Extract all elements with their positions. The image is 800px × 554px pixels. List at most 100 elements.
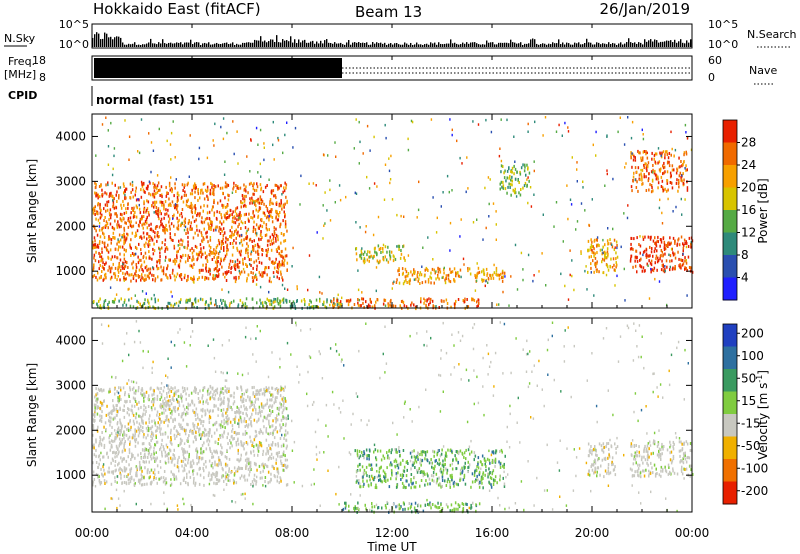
range-cell bbox=[675, 171, 678, 175]
range-cell bbox=[596, 238, 598, 242]
range-cell bbox=[112, 300, 114, 304]
range-cell bbox=[166, 228, 169, 232]
range-cell bbox=[154, 203, 156, 207]
range-cell bbox=[118, 386, 120, 390]
range-cell bbox=[220, 213, 222, 217]
range-cell bbox=[354, 191, 356, 195]
range-cell bbox=[674, 265, 676, 268]
range-cell bbox=[206, 204, 209, 208]
range-cell bbox=[138, 275, 141, 278]
range-cell bbox=[225, 304, 227, 308]
range-cell bbox=[449, 271, 452, 274]
range-cell bbox=[161, 269, 163, 273]
range-cell bbox=[173, 394, 175, 397]
range-cell bbox=[191, 278, 194, 281]
range-cell bbox=[362, 152, 364, 155]
nsky-bar bbox=[484, 44, 486, 47]
nsky-bar bbox=[334, 42, 336, 47]
range-cell bbox=[221, 433, 223, 437]
nsky-bar bbox=[164, 43, 166, 47]
range-cell bbox=[95, 438, 97, 442]
range-cell bbox=[152, 431, 154, 435]
range-cell bbox=[176, 250, 178, 254]
range-cell bbox=[214, 303, 216, 307]
range-cell bbox=[208, 267, 210, 271]
range-cell bbox=[630, 151, 632, 155]
range-cell bbox=[131, 436, 134, 440]
range-cell bbox=[211, 185, 213, 189]
range-cell bbox=[140, 305, 142, 309]
range-cell bbox=[161, 193, 163, 197]
nsky-bar bbox=[668, 40, 670, 47]
range-cell bbox=[239, 211, 241, 215]
range-cell bbox=[571, 156, 573, 159]
range-cell bbox=[402, 245, 404, 249]
range-cell bbox=[210, 477, 213, 481]
range-cell bbox=[184, 225, 187, 229]
range-cell bbox=[569, 273, 571, 277]
range-cell bbox=[167, 264, 169, 268]
range-cell bbox=[669, 268, 671, 272]
range-cell bbox=[172, 120, 174, 123]
range-cell bbox=[527, 130, 529, 133]
range-cell bbox=[183, 183, 186, 187]
range-cell bbox=[125, 187, 128, 191]
range-cell bbox=[474, 275, 477, 279]
range-cell bbox=[258, 237, 260, 241]
range-cell bbox=[421, 281, 424, 285]
range-cell bbox=[640, 168, 642, 172]
range-cell bbox=[142, 188, 145, 192]
range-cell bbox=[98, 475, 100, 479]
range-cell bbox=[113, 154, 115, 158]
range-cell bbox=[236, 218, 238, 222]
range-cell bbox=[240, 420, 243, 424]
range-cell bbox=[206, 408, 209, 412]
range-cell bbox=[236, 130, 238, 133]
range-cell bbox=[477, 123, 480, 126]
range-cell bbox=[671, 186, 674, 190]
range-cell bbox=[230, 406, 232, 409]
range-cell bbox=[174, 405, 176, 409]
range-cell bbox=[103, 425, 105, 429]
range-cell bbox=[656, 260, 659, 264]
range-cell bbox=[624, 299, 626, 302]
range-cell bbox=[259, 428, 262, 432]
range-cell bbox=[366, 258, 369, 262]
range-cell bbox=[253, 220, 255, 224]
range-cell bbox=[192, 215, 194, 219]
range-cell bbox=[463, 263, 465, 266]
range-cell bbox=[193, 275, 195, 279]
range-cell bbox=[176, 399, 179, 403]
range-cell bbox=[131, 387, 134, 391]
range-cell bbox=[514, 187, 516, 191]
range-cell bbox=[209, 390, 212, 394]
nsky-bar bbox=[452, 43, 454, 47]
nsky-bar bbox=[114, 37, 116, 47]
range-cell bbox=[676, 242, 679, 246]
range-cell bbox=[190, 276, 192, 280]
range-cell bbox=[674, 267, 676, 271]
range-cell bbox=[240, 418, 242, 422]
nsky-bar bbox=[202, 43, 204, 47]
range-cell bbox=[145, 208, 148, 212]
range-cell bbox=[152, 267, 155, 271]
range-cell bbox=[145, 447, 148, 451]
range-cell bbox=[160, 420, 162, 424]
range-cell bbox=[588, 224, 591, 227]
range-cell bbox=[116, 215, 118, 218]
range-cell bbox=[172, 259, 175, 263]
range-cell bbox=[476, 218, 478, 221]
range-cell bbox=[174, 258, 176, 261]
range-cell bbox=[119, 238, 122, 242]
range-cell bbox=[163, 420, 165, 424]
range-cell bbox=[265, 386, 267, 390]
range-cell bbox=[233, 233, 235, 236]
range-cell bbox=[156, 225, 158, 228]
range-cell bbox=[238, 269, 240, 273]
range-cell bbox=[170, 402, 173, 406]
range-cell bbox=[180, 427, 182, 430]
range-cell bbox=[634, 156, 636, 160]
range-cell bbox=[206, 254, 208, 258]
range-cell bbox=[670, 247, 673, 251]
nsky-bar bbox=[386, 44, 388, 47]
